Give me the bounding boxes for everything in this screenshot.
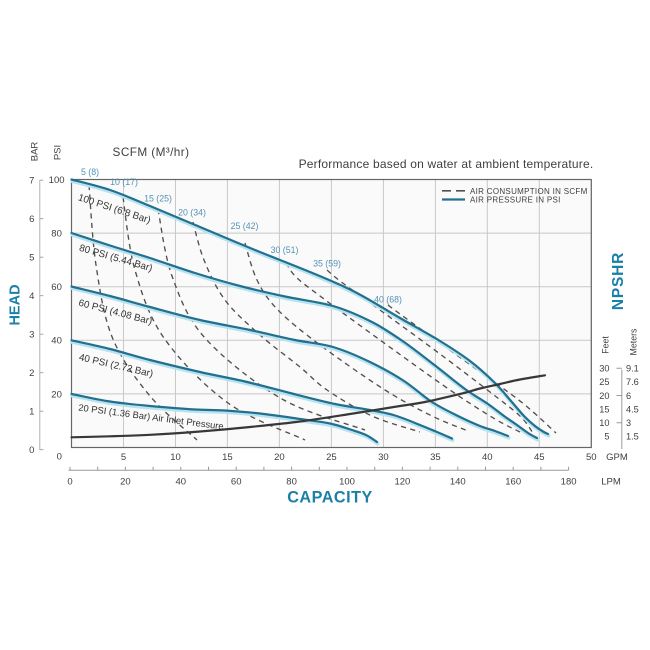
- svg-text:80: 80: [51, 229, 62, 240]
- svg-text:0: 0: [29, 445, 34, 456]
- svg-text:5: 5: [29, 253, 34, 264]
- svg-text:20: 20: [599, 391, 609, 401]
- svg-text:Performance based on water at: Performance based on water at ambient te…: [299, 157, 594, 171]
- svg-text:GPM: GPM: [606, 452, 628, 463]
- svg-text:6: 6: [29, 214, 34, 225]
- svg-text:80: 80: [286, 477, 297, 488]
- svg-text:40: 40: [176, 477, 187, 488]
- svg-text:60: 60: [231, 477, 242, 488]
- svg-text:4: 4: [29, 291, 34, 302]
- svg-text:30 (51): 30 (51): [271, 245, 299, 255]
- svg-text:35: 35: [430, 452, 441, 463]
- svg-text:35 (59): 35 (59): [313, 259, 341, 269]
- svg-text:10: 10: [599, 418, 609, 428]
- svg-text:4.5: 4.5: [626, 405, 639, 415]
- svg-text:5 (8): 5 (8): [81, 167, 99, 177]
- svg-text:5: 5: [604, 432, 609, 442]
- svg-text:100: 100: [49, 175, 65, 186]
- svg-text:180: 180: [561, 477, 577, 488]
- svg-text:7.6: 7.6: [626, 377, 639, 387]
- svg-text:5: 5: [121, 452, 126, 463]
- svg-text:10: 10: [170, 452, 181, 463]
- svg-text:1: 1: [29, 407, 34, 418]
- svg-text:45: 45: [534, 452, 545, 463]
- svg-text:15: 15: [599, 405, 609, 415]
- svg-text:20 (34): 20 (34): [178, 208, 206, 218]
- svg-text:60: 60: [51, 282, 62, 293]
- svg-text:0: 0: [67, 477, 72, 488]
- svg-text:9.1: 9.1: [626, 364, 639, 374]
- svg-text:3: 3: [29, 330, 34, 341]
- svg-text:3: 3: [626, 418, 631, 428]
- svg-text:20: 20: [120, 477, 131, 488]
- svg-text:40: 40: [482, 452, 493, 463]
- svg-text:160: 160: [505, 477, 521, 488]
- svg-text:BAR: BAR: [30, 142, 41, 162]
- svg-text:NPSHR: NPSHR: [610, 252, 627, 310]
- svg-text:20: 20: [274, 452, 285, 463]
- svg-text:30: 30: [599, 364, 609, 374]
- svg-text:50: 50: [586, 452, 597, 463]
- svg-text:20: 20: [51, 389, 62, 400]
- svg-text:7: 7: [29, 176, 34, 187]
- svg-text:1.5: 1.5: [626, 432, 639, 442]
- svg-text:100: 100: [339, 477, 355, 488]
- svg-text:6: 6: [626, 391, 631, 401]
- svg-text:Meters: Meters: [629, 328, 639, 355]
- svg-text:Feet: Feet: [601, 336, 611, 354]
- svg-text:15: 15: [222, 452, 233, 463]
- svg-text:CAPACITY: CAPACITY: [287, 489, 373, 507]
- svg-text:40: 40: [51, 336, 62, 347]
- svg-text:140: 140: [450, 477, 466, 488]
- svg-text:30: 30: [378, 452, 389, 463]
- svg-text:10 (17): 10 (17): [110, 177, 138, 187]
- svg-text:HEAD: HEAD: [8, 284, 24, 325]
- svg-text:25: 25: [599, 377, 609, 387]
- svg-text:0: 0: [57, 452, 62, 463]
- svg-text:AIR PRESSURE IN PSI: AIR PRESSURE IN PSI: [470, 196, 561, 205]
- svg-text:AIR CONSUMPTION IN SCFM: AIR CONSUMPTION IN SCFM: [470, 187, 588, 196]
- svg-text:25: 25: [326, 452, 337, 463]
- svg-text:15 (25): 15 (25): [144, 194, 172, 204]
- svg-text:PSI: PSI: [53, 145, 64, 160]
- svg-text:2: 2: [29, 368, 34, 379]
- svg-text:SCFM (M³/hr): SCFM (M³/hr): [113, 145, 190, 159]
- svg-text:25 (42): 25 (42): [231, 221, 259, 231]
- svg-text:40 (68): 40 (68): [374, 295, 402, 305]
- svg-text:LPM: LPM: [601, 477, 621, 488]
- svg-text:120: 120: [394, 477, 410, 488]
